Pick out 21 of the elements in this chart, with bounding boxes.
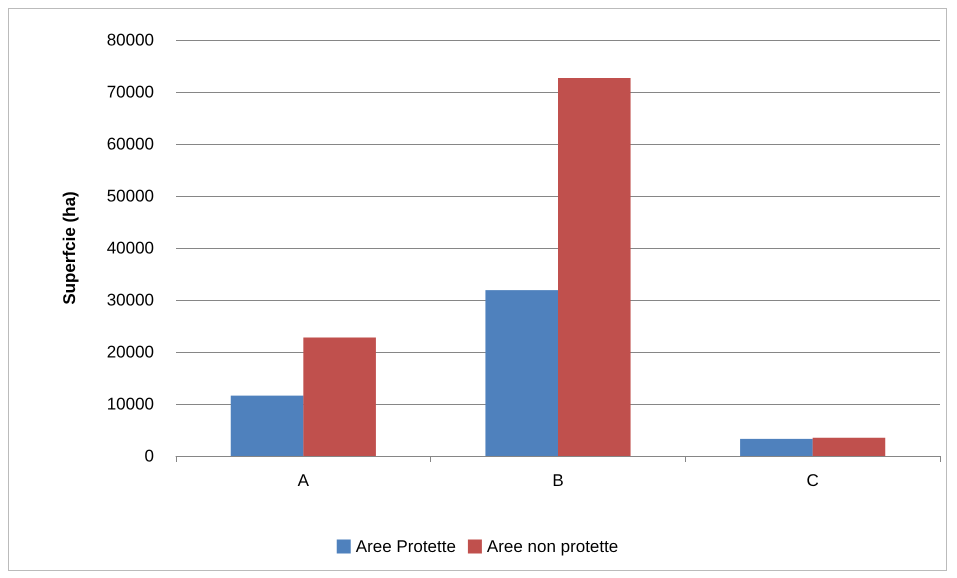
y-tick-label: 50000 — [106, 186, 154, 206]
legend-label: Aree non protette — [486, 537, 618, 556]
y-axis-title: Superfcie (ha) — [60, 191, 79, 305]
bar — [303, 337, 376, 456]
y-tick-label: 70000 — [106, 82, 154, 102]
bar — [485, 290, 558, 456]
bar — [740, 438, 813, 456]
y-tick-label: 30000 — [106, 290, 154, 310]
y-tick-label: 40000 — [106, 238, 154, 258]
y-tick-label: 80000 — [106, 30, 154, 50]
y-tick-label: 10000 — [106, 394, 154, 414]
bar — [230, 396, 304, 456]
bar — [812, 438, 886, 456]
x-tick-label: A — [298, 471, 310, 490]
legend-label: Aree Protette — [356, 537, 456, 556]
y-tick-label: 0 — [144, 446, 154, 466]
y-tick-label: 20000 — [106, 342, 154, 362]
bar — [558, 78, 631, 456]
x-tick-label: C — [806, 471, 819, 490]
x-tick-label: B — [552, 471, 564, 490]
y-tick-label: 60000 — [106, 134, 154, 154]
